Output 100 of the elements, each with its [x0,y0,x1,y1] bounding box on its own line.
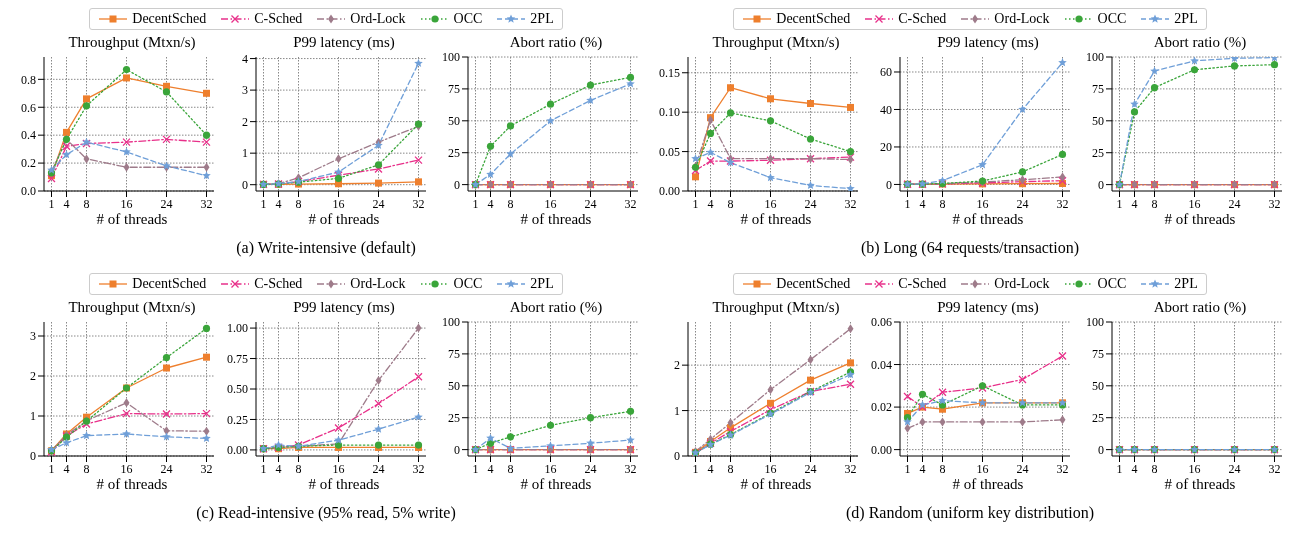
y-tick-label: 0.6 [21,100,36,115]
legend-label: OCC [1097,11,1127,27]
y-tick-label: 0 [30,449,36,464]
y-tick-label: 0.2 [21,156,36,171]
x-axis-title: # of threads [519,476,593,494]
x-tick-label: 8 [939,196,946,211]
x-tick-label: 16 [332,196,345,211]
x-tick-label: 24 [584,461,597,476]
x-tick-label: 4 [1131,196,1138,211]
y-tick-label: 0.75 [227,351,248,366]
x-axis-title: # of threads [307,476,381,494]
x-tick-label: 32 [624,196,637,211]
x-tick-label: 32 [412,196,425,211]
x-tick-label: 8 [83,461,90,476]
y-tick-label: 75 [1092,82,1104,97]
x-tick-label: 32 [844,461,857,476]
y-tick-label: 0.15 [659,66,680,81]
y-tick-label: 0.8 [21,72,36,87]
x-tick-label: 8 [507,196,514,211]
legend-label: 2PL [1174,11,1198,27]
y-tick-label: 50 [1092,114,1104,129]
x-axis-title: # of threads [951,211,1025,229]
x-tick-label: 32 [1056,461,1069,476]
y-tick-label: 0.00 [871,442,892,457]
y-tick-label: 25 [1092,145,1104,160]
y-tick-label: 0 [242,177,248,192]
legend-label: C-Sched [254,276,303,292]
x-tick-label: 8 [1151,461,1158,476]
x-axis-title: # of threads [739,211,813,229]
y-tick-label: 3 [242,83,248,98]
y-tick-label: 50 [1092,379,1104,394]
x-tick-label: 1 [260,461,267,476]
x-tick-label: 4 [919,196,926,211]
y-tick-label: 0.50 [227,382,248,397]
y-tick-label: 0 [1098,177,1104,192]
x-axis-title: # of threads [95,211,169,229]
legend-label: Ord-Lock [994,11,1050,27]
y-tick-label: 4 [242,51,248,66]
legend-label: DecentSched [776,11,851,27]
x-tick-label: 24 [372,461,385,476]
y-tick-label: 100 [1086,315,1104,330]
y-tick-label: 25 [448,145,460,160]
x-tick-label: 4 [275,461,282,476]
y-tick-label: 100 [442,315,460,330]
legend-label: C-Sched [254,11,303,27]
x-tick-label: 24 [584,196,597,211]
y-tick-label: 1 [674,403,680,418]
x-tick-label: 32 [200,461,213,476]
y-tick-label: 60 [880,65,892,80]
x-axis-title: # of threads [1163,211,1237,229]
x-tick-label: 32 [1268,196,1281,211]
x-tick-label: 32 [412,461,425,476]
y-tick-label: 0.0 [21,184,36,199]
x-tick-label: 4 [919,461,926,476]
y-tick-label: 0 [454,177,460,192]
x-tick-label: 4 [275,196,282,211]
chart-title: Throughput (Mtxn/s) [67,299,197,317]
legend-label: DecentSched [132,11,207,27]
x-tick-label: 4 [1131,461,1138,476]
x-axis-title: # of threads [307,211,381,229]
x-tick-label: 16 [544,196,557,211]
x-tick-label: 24 [1228,461,1241,476]
x-tick-label: 1 [692,461,699,476]
chart-title: Throughput (Mtxn/s) [711,34,841,52]
x-tick-label: 8 [939,461,946,476]
y-tick-label: 0.00 [659,184,680,199]
x-tick-label: 16 [1188,196,1201,211]
x-tick-label: 24 [804,461,817,476]
legend-label: Ord-Lock [350,276,406,292]
y-tick-label: 0.06 [871,315,892,330]
x-tick-label: 32 [1056,196,1069,211]
x-tick-label: 8 [295,461,302,476]
x-axis-title: # of threads [739,476,813,494]
y-tick-label: 25 [448,410,460,425]
y-tick-label: 1 [242,146,248,161]
x-tick-label: 4 [707,196,714,211]
x-tick-label: 1 [260,196,267,211]
x-tick-label: 16 [120,196,133,211]
x-tick-label: 16 [332,461,345,476]
y-tick-label: 20 [880,140,892,155]
x-tick-label: 1 [904,196,911,211]
legend-label: Ord-Lock [350,11,406,27]
y-tick-label: 100 [442,50,460,65]
x-tick-label: 8 [727,461,734,476]
x-tick-label: 4 [487,461,494,476]
y-tick-label: 0.05 [659,144,680,159]
x-tick-label: 24 [1228,196,1241,211]
y-tick-label: 0 [674,449,680,464]
y-tick-label: 50 [448,379,460,394]
y-tick-label: 0.04 [871,357,892,372]
x-tick-label: 1 [904,461,911,476]
x-tick-label: 24 [1016,461,1029,476]
y-tick-label: 0 [454,442,460,457]
x-tick-label: 1 [472,196,479,211]
chart-title: P99 latency (ms) [937,299,1039,315]
legend-label: C-Sched [898,11,947,27]
y-tick-label: 75 [1092,347,1104,362]
text: (b) Long (64 requests/transaction) [860,239,1080,256]
legend-label: OCC [453,276,483,292]
x-tick-label: 16 [544,461,557,476]
